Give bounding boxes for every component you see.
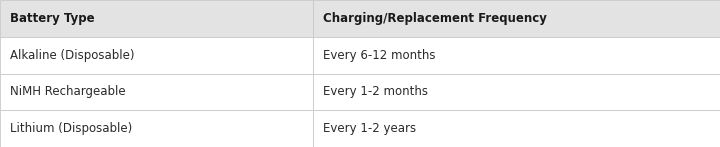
Bar: [0, 110, 313, 147]
Bar: [0, 0, 313, 37]
Text: Every 6-12 months: Every 6-12 months: [323, 49, 436, 62]
Bar: [0, 37, 313, 74]
Text: Alkaline (Disposable): Alkaline (Disposable): [10, 49, 135, 62]
Text: Every 1-2 months: Every 1-2 months: [323, 85, 428, 98]
Text: Lithium (Disposable): Lithium (Disposable): [10, 122, 132, 135]
Bar: [313, 74, 720, 110]
Bar: [313, 0, 720, 37]
Text: Charging/Replacement Frequency: Charging/Replacement Frequency: [323, 12, 547, 25]
Text: Every 1-2 years: Every 1-2 years: [323, 122, 416, 135]
Bar: [313, 37, 720, 74]
Bar: [313, 110, 720, 147]
Text: NiMH Rechargeable: NiMH Rechargeable: [10, 85, 126, 98]
Text: Battery Type: Battery Type: [10, 12, 95, 25]
Bar: [0, 74, 313, 110]
